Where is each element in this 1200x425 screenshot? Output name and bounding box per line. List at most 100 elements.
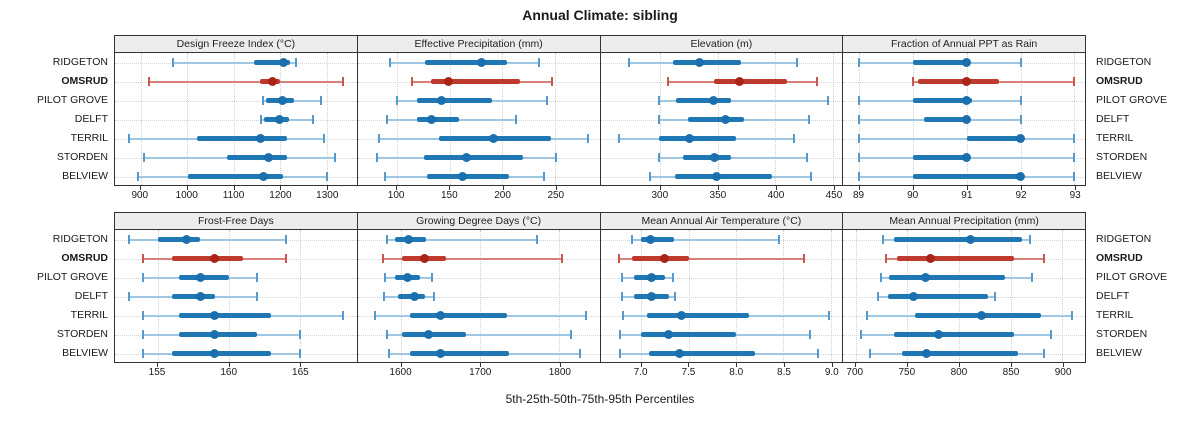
iqr-bar	[254, 60, 291, 65]
tick-label: 1100	[222, 190, 245, 201]
x-axis: 900 1000 1100 1200 1300	[114, 186, 358, 202]
whisker-cap-high	[1073, 153, 1076, 162]
site-label-ridgeton: RIDGETON	[1096, 233, 1152, 245]
site-label-omsrud: OMSRUD	[1096, 75, 1143, 87]
median-dot	[925, 254, 935, 263]
tick-mark	[854, 363, 856, 367]
tick-label: 300	[651, 190, 669, 201]
whisker-cap-low	[619, 349, 622, 358]
median-dot	[264, 153, 274, 162]
tick-label: 750	[898, 367, 916, 378]
tick-label: 850	[1002, 367, 1020, 378]
whisker-cap-low	[621, 292, 624, 301]
iqr-bar	[673, 60, 741, 65]
whisker-cap-high	[431, 273, 433, 282]
whisker-cap-high	[1042, 254, 1045, 263]
site-label-pilot-grove: PILOT GROVE	[1096, 94, 1167, 106]
median-dot	[695, 58, 704, 67]
median-dot	[962, 58, 972, 67]
panel-title: Effective Precipitation (mm)	[414, 38, 543, 50]
whisker-cap-high	[433, 292, 436, 301]
site-label-belview: BELVIEW	[1096, 347, 1142, 359]
whisker-cap-high	[322, 134, 325, 143]
tick-label: 1200	[269, 190, 292, 201]
iqr-bar	[888, 275, 1006, 280]
iqr-bar	[714, 79, 787, 84]
panel-header: Effective Precipitation (mm)	[356, 35, 601, 53]
whisker-cap-high	[294, 58, 297, 67]
median-dot	[255, 134, 265, 143]
whisker-cap-high	[810, 172, 813, 181]
whisker-cap-low	[260, 115, 263, 124]
tick-mark	[958, 363, 960, 367]
whisker-cap-high	[586, 134, 589, 143]
site-label-pilot-grove: PILOT GROVE	[1096, 271, 1167, 283]
site-label-terril: TERRIL	[1096, 309, 1134, 321]
tick-label: 1600	[389, 367, 412, 378]
panels-row-2: Frost-Free Days 155 160 165 Growing Degree D…	[114, 212, 1089, 379]
median-dot	[258, 172, 268, 181]
whisker-cap-low	[386, 115, 389, 124]
tick-mark	[1063, 363, 1065, 367]
whisker-cap-low	[880, 273, 883, 282]
h-gridline	[600, 296, 843, 298]
whisker-cap-high	[585, 311, 588, 320]
plot-area	[114, 53, 358, 186]
whisker-cap-high	[256, 273, 259, 282]
whisker-cap-low	[881, 235, 884, 244]
tick-mark	[736, 363, 738, 367]
iqr-bar	[424, 155, 524, 160]
panel-elevation-m: Elevation (m) 300 350 400 450	[599, 35, 844, 202]
whisker-cap-high	[994, 292, 997, 301]
whisker-cap-high	[561, 254, 564, 263]
tick-label: 8.0	[729, 367, 744, 378]
left-label-column: RIDGETON OMSRUD PILOT GROVE DELFT TERRIL STOR…	[0, 35, 114, 186]
whisker-cap-high	[325, 172, 328, 181]
whisker-cap-high	[796, 58, 799, 67]
whisker-cap-low	[375, 153, 378, 162]
tick-label: 700	[846, 367, 864, 378]
tick-label: 1700	[469, 367, 492, 378]
whisker-cap-low	[377, 134, 380, 143]
site-label-pilot-grove: PILOT GROVE	[37, 94, 108, 106]
median-dot	[664, 330, 674, 339]
v-gridline	[299, 230, 301, 362]
iqr-bar	[676, 98, 731, 103]
whisker-cap-high	[792, 134, 795, 143]
iqr-bar	[659, 136, 737, 141]
whisker-cap-high	[545, 96, 548, 105]
whisker-cap-high	[1073, 172, 1076, 181]
median-dot	[444, 77, 454, 86]
panel-grid: RIDGETON OMSRUD PILOT GROVE DELFT TERRIL STOR…	[0, 35, 1200, 379]
iqr-bar	[646, 313, 750, 318]
tick-mark	[555, 186, 557, 190]
whisker-cap-low	[172, 58, 175, 67]
iqr-bar	[913, 174, 1021, 179]
site-label-ridgeton: RIDGETON	[1096, 56, 1152, 68]
whisker-cap-low	[869, 349, 872, 358]
whisker-cap-low	[859, 330, 862, 339]
tick-label: 155	[148, 367, 166, 378]
v-gridline	[833, 53, 835, 185]
h-gridline	[357, 296, 600, 298]
tick-label: 200	[494, 190, 511, 201]
panel-header: Mean Annual Air Temperature (°C)	[599, 212, 844, 230]
whisker-cap-low	[628, 58, 631, 67]
whisker-cap-high	[538, 58, 541, 67]
whisker-cap-low	[877, 292, 880, 301]
iqr-bar	[896, 256, 1014, 261]
x-axis: 1600 1700 1800	[357, 363, 601, 379]
site-label-delft: DELFT	[1096, 113, 1130, 125]
median-dot	[436, 311, 446, 320]
panels-row-1: Design Freeze Index (°C) 900 1000 1100 1200 1…	[114, 35, 1089, 202]
whisker-line	[619, 257, 805, 260]
whisker-cap-high	[298, 349, 301, 358]
iqr-bar	[178, 313, 272, 318]
iqr-bar	[430, 79, 521, 84]
median-dot	[1016, 172, 1026, 181]
whisker-cap-high	[284, 235, 287, 244]
site-label-pilot-grove: PILOT GROVE	[37, 271, 108, 283]
whisker-cap-low	[667, 77, 670, 86]
whisker-line	[149, 80, 344, 83]
median-dot	[461, 153, 471, 162]
